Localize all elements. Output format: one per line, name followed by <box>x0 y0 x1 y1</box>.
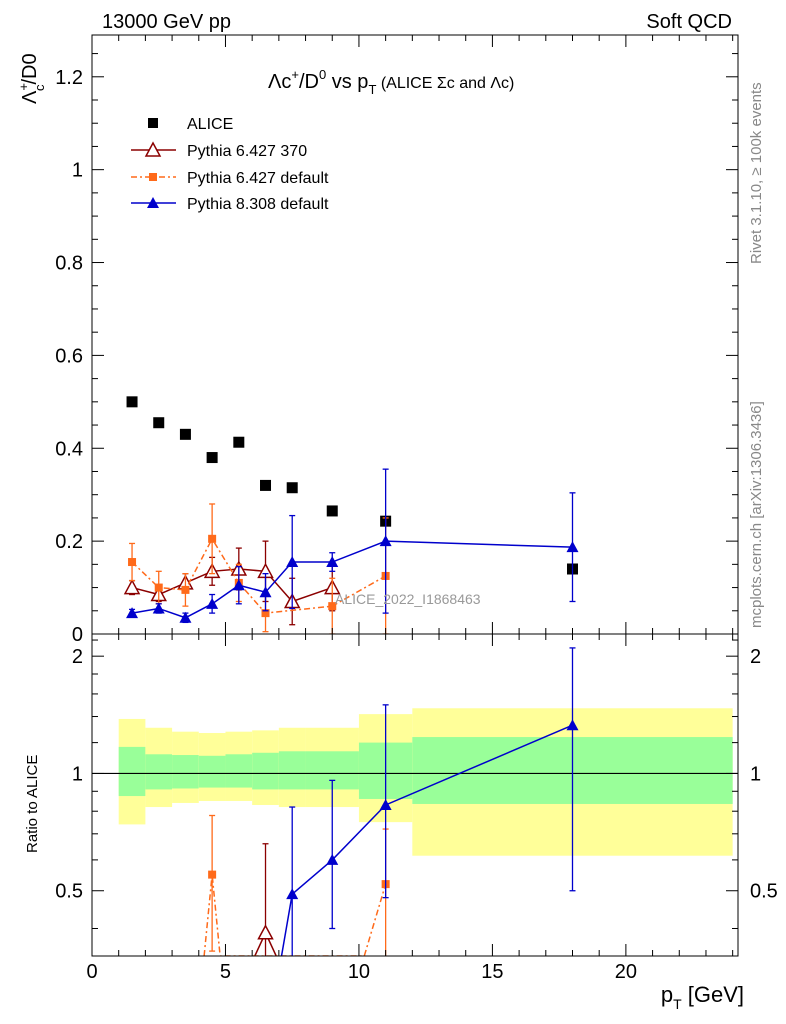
pythia6-default-marker <box>328 602 337 611</box>
band-inner <box>172 755 199 789</box>
x-tick-label: 0 <box>86 961 97 983</box>
pythia6-370-marker <box>123 578 141 595</box>
x-axis-label: pT [GeV] <box>661 982 744 1012</box>
legend-marker-pythia8-default <box>147 197 159 208</box>
alice-marker <box>126 396 138 408</box>
pythia6-370-ratio-marker <box>257 924 274 940</box>
x-tick-label: 5 <box>220 961 231 983</box>
ratio-plot-frame <box>91 633 739 957</box>
band-inner <box>145 754 173 790</box>
legend-marker-alice <box>148 118 158 128</box>
alice-marker <box>260 479 272 491</box>
pythia6-default-marker <box>261 609 270 618</box>
ratio-plot-series <box>203 647 579 956</box>
legend-label-alice: ALICE <box>187 116 233 133</box>
pythia8-default-ratio-marker <box>379 798 392 810</box>
pythia8-default-marker <box>179 611 192 623</box>
pythia8-default-marker <box>286 556 299 568</box>
ratio-y-tick-label-right: 0.5 <box>750 881 778 903</box>
pythia6-default-marker <box>128 558 137 567</box>
pythia8-default-marker <box>126 607 139 619</box>
main-y-tick-label: 0.6 <box>55 345 83 367</box>
pythia8-default-ratio-marker <box>566 719 579 731</box>
legend-marker-pythia6-default <box>149 173 157 181</box>
pythia8-default-marker <box>232 579 245 591</box>
pythia8-default-ratio-marker <box>326 853 339 865</box>
main-y-tick-label: 0.2 <box>55 531 83 553</box>
pythia8-default-marker <box>259 586 272 598</box>
main-y-tick-label: 0.8 <box>55 253 83 275</box>
alice-marker <box>326 505 338 517</box>
x-tick-label: 10 <box>348 961 370 983</box>
band-inner <box>252 752 279 790</box>
legend-marker-pythia6-370 <box>144 141 162 157</box>
pythia8-default-marker <box>326 556 339 568</box>
pythia6-default-marker <box>208 534 217 543</box>
band-inner <box>278 751 306 790</box>
band-inner <box>198 755 226 788</box>
main-y-tick-label: 0.4 <box>55 438 83 460</box>
pythia6-default-line <box>131 537 387 614</box>
band-inner <box>118 746 146 797</box>
alice-marker <box>153 417 165 429</box>
pythia8-default-line <box>131 540 573 619</box>
pythia8-default-marker <box>152 602 165 614</box>
alice-marker <box>286 482 298 494</box>
pythia8-default-ratio-marker <box>286 888 299 900</box>
pythia8-default-marker <box>379 535 392 547</box>
alice-marker <box>233 436 245 448</box>
analysis-watermark: ALICE_2022_I1868463 <box>335 591 481 607</box>
alice-marker <box>179 428 191 440</box>
ratio-y-axis-label: Ratio to ALICE <box>24 755 41 853</box>
pythia6-default-marker <box>181 585 190 594</box>
plot-title: Λc+/D0 vs pT (ALICE Σc and Λc) <box>268 67 514 97</box>
legend: ALICE Pythia 6.427 370 Pythia 6.427 defa… <box>131 116 329 213</box>
ratio-y-tick-label: 0.5 <box>55 881 83 903</box>
ratio-y-tick-label: 2 <box>72 646 83 668</box>
main-y-tick-label: 0 <box>72 624 83 646</box>
axes: 0 0.2 0.4 0.6 0.8 1 1.2 0 5 10 15 20 0.5 0.5 1 1 2 2 <box>55 35 778 983</box>
pythia8-default-marker <box>206 597 219 609</box>
legend-label-pythia8-default: Pythia 8.308 default <box>187 196 329 213</box>
legend-label-pythia6-370: Pythia 6.427 370 <box>187 143 307 160</box>
main-y-axis-label: Λ+c/D0 <box>16 53 47 104</box>
header-right: Soft QCD <box>646 11 732 33</box>
ratio-y-tick-label-right: 2 <box>750 646 761 668</box>
alice-marker <box>206 452 218 464</box>
main-y-tick-label: 1 <box>72 160 83 182</box>
ratio-y-tick-label: 1 <box>72 763 83 785</box>
main-plot-series <box>123 396 579 634</box>
mcplots-label: mcplots.cern.ch [arXiv:1306.3436] <box>748 401 765 628</box>
band-inner <box>225 754 253 788</box>
main-y-tick-label: 1.2 <box>55 67 83 89</box>
pythia8-default-marker <box>566 541 579 553</box>
rivet-label: Rivet 3.1.10, ≥ 100k events <box>748 82 765 264</box>
pythia6-default-ratio-marker <box>208 870 217 879</box>
header-left: 13000 GeV pp <box>102 11 231 33</box>
pythia6-default-marker <box>154 583 163 592</box>
ratio-uncertainty-bands <box>92 708 738 856</box>
ratio-y-tick-label-right: 1 <box>750 763 761 785</box>
pythia6-370-line <box>131 568 333 603</box>
x-tick-label: 15 <box>481 961 503 983</box>
pythia6-default-ratio-line <box>203 874 387 956</box>
legend-label-pythia6-default: Pythia 6.427 default <box>187 170 329 187</box>
x-tick-label: 20 <box>615 961 637 983</box>
